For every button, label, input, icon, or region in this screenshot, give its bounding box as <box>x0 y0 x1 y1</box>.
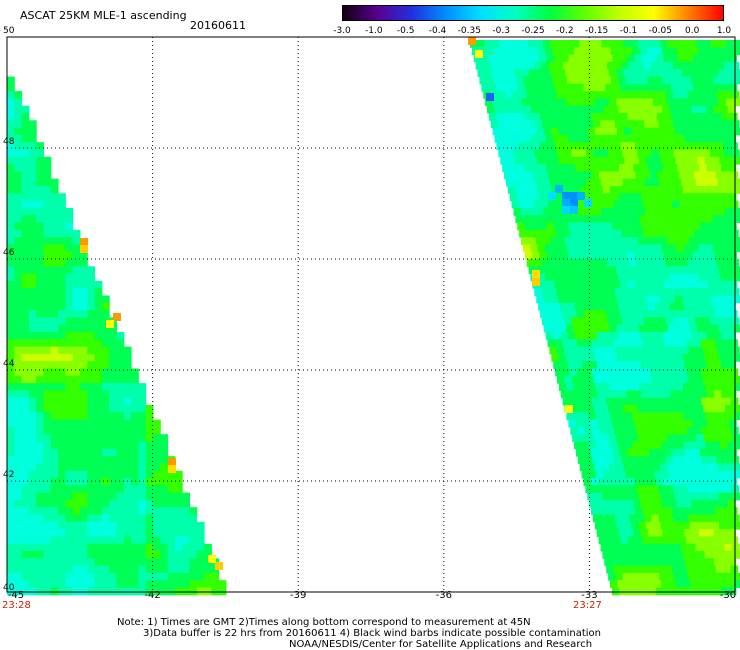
longitude-label: -42 <box>144 590 161 601</box>
colorbar-tick: 1.0 <box>716 26 732 36</box>
colorbar-tick: 0.0 <box>684 26 700 36</box>
map-title: ASCAT 25KM MLE-1 ascending <box>20 9 187 22</box>
longitude-label: -33 <box>581 590 598 601</box>
longitude-label: -45 <box>7 590 25 601</box>
footer-note-2: 3)Data buffer is 22 hrs from 20160611 4)… <box>143 628 601 639</box>
colorbar-tick: -3.0 <box>333 26 351 36</box>
swath-cells <box>7 37 740 596</box>
longitude-label: -30 <box>719 590 737 601</box>
footer-note-1: Note: 1) Times are GMT 2)Times along bot… <box>117 617 531 628</box>
latitude-label: 48 <box>3 137 15 147</box>
latitude-label: 44 <box>3 359 15 369</box>
colorbar-tick: -1.0 <box>365 26 383 36</box>
latitude-label: 46 <box>3 248 15 258</box>
colorbar-tick: -0.4 <box>428 26 447 36</box>
colorbar-tick: -0.15 <box>585 26 609 36</box>
colorbar-tick: -0.35 <box>457 26 481 36</box>
colorbar-tick: -0.25 <box>521 26 545 36</box>
colorbar <box>342 5 724 21</box>
latitude-label: 42 <box>3 470 15 480</box>
map-frame <box>6 36 736 593</box>
colorbar-tick: -0.3 <box>492 26 510 36</box>
latitude-label: 40 <box>3 583 15 593</box>
colorbar-tick: -0.1 <box>619 26 638 36</box>
map-date: 20160611 <box>190 19 246 32</box>
longitude-label: -39 <box>290 590 307 601</box>
time-label-left: 23:28 <box>2 600 31 611</box>
footer-credit: NOAA/NESDIS/Center for Satellite Applica… <box>289 639 593 650</box>
latitude-label: 50 <box>3 26 15 36</box>
colorbar-tick: -0.05 <box>648 26 672 36</box>
colorbar-tick: -0.2 <box>556 26 574 36</box>
colorbar-tick: -0.5 <box>396 26 415 36</box>
longitude-label: -36 <box>435 590 452 601</box>
time-label-right: 23:27 <box>573 600 602 611</box>
